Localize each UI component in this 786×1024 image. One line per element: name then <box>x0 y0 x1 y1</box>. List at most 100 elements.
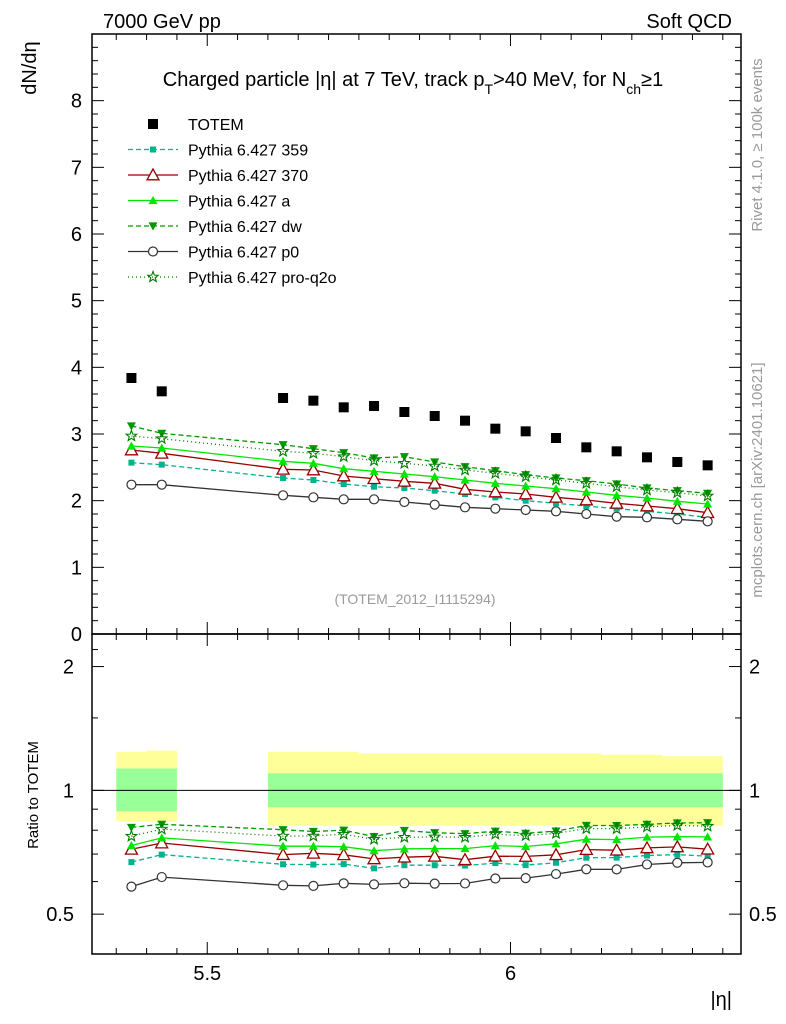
ratio-0-point <box>128 859 135 866</box>
series-2-point <box>399 469 409 478</box>
series-4-point <box>429 499 440 510</box>
legend-marker-2 <box>148 196 158 205</box>
ratio-2-point <box>642 832 652 841</box>
ratio-4-point <box>308 880 319 891</box>
side-text-mcplots: mcplots.cern.ch [arXiv:2401.10621] <box>749 362 766 597</box>
series-0-point <box>401 485 408 491</box>
series-2-point <box>157 443 167 452</box>
ratio-5-point <box>579 821 594 835</box>
ratio-0-point <box>371 865 378 872</box>
series-3-point <box>521 471 531 480</box>
series-2-point <box>581 487 591 496</box>
y-tick-label-main: 7 <box>71 157 82 179</box>
ratio-4-point <box>126 881 137 892</box>
ratio-0-point <box>553 859 560 866</box>
series-4-point <box>672 514 683 525</box>
series-2-point <box>551 484 561 493</box>
series-0-point <box>280 475 287 481</box>
series-0-point <box>371 483 378 490</box>
totem-point <box>672 457 683 467</box>
totem-point <box>429 411 440 421</box>
ratio-1-point <box>518 849 533 862</box>
ratio-5-point <box>124 829 139 842</box>
ratio-0-point <box>462 862 469 869</box>
series-1-point <box>457 481 473 495</box>
series-3-point <box>612 480 622 489</box>
ratio-5-point <box>488 827 503 840</box>
ratio-5-point <box>336 827 351 840</box>
ratio-1-point <box>579 842 594 856</box>
series-3-point <box>703 489 713 498</box>
ratio-4-point <box>156 871 167 883</box>
ratio-2-point <box>460 844 470 853</box>
legend: TOTEM Pythia 6.427 359 Pythia 6.427 370 Pyt… <box>128 117 337 287</box>
series-5-point <box>700 488 715 502</box>
plot-title-sub-t: T <box>485 81 494 97</box>
totem-point <box>278 393 289 403</box>
ratio-4-point <box>368 879 380 890</box>
ratio-1-point <box>306 845 321 859</box>
legend-marker-0 <box>150 146 156 153</box>
series-5-point <box>397 456 412 470</box>
ratio-panel-series <box>124 818 715 892</box>
series-3-point <box>490 467 500 476</box>
ratio-3-point <box>369 832 379 842</box>
ratio-3-point <box>126 823 136 832</box>
ratio-1-point <box>427 848 442 862</box>
series-2-point <box>460 475 470 484</box>
series-5-point <box>276 444 290 458</box>
totem-point <box>126 373 137 383</box>
totem-point <box>641 452 652 463</box>
y-tick-label-main: 3 <box>71 424 82 446</box>
totem-point <box>156 386 167 397</box>
legend-marker-3 <box>148 222 158 231</box>
series-3-point <box>126 422 136 431</box>
series-2-point <box>672 496 682 505</box>
series-1-point <box>154 445 169 459</box>
ratio-4-point <box>611 864 622 875</box>
ratio-4-point <box>520 872 531 884</box>
ratio-2-point <box>430 844 440 853</box>
y-tick-label-ratio-right: 2 <box>749 657 760 679</box>
series-0-point <box>583 503 590 509</box>
totem-point <box>581 442 592 453</box>
series-4-point <box>520 504 531 516</box>
ratio-0-point <box>643 852 650 859</box>
main-panel-series <box>124 373 715 527</box>
series-1-point <box>397 473 412 487</box>
ratio-1-point <box>457 852 473 866</box>
ratio-1-point <box>366 851 382 865</box>
totem-point <box>611 446 622 457</box>
legend-marker-1 <box>145 167 161 181</box>
series-5-point <box>549 472 563 486</box>
series-4-point <box>641 512 653 523</box>
header-left: 7000 GeV pp <box>103 11 221 33</box>
series-3-point <box>430 458 440 467</box>
ratio-3-point <box>581 821 591 830</box>
series-2-point <box>521 481 531 490</box>
ratio-2-point <box>521 841 531 851</box>
ratio-3-point <box>612 821 622 831</box>
series-5-point <box>670 485 685 499</box>
series-5-point <box>640 482 654 496</box>
ratio-5-point <box>640 819 654 833</box>
ratio-1-point <box>275 847 291 861</box>
series-5-point <box>306 446 321 460</box>
series-2-point <box>126 441 136 450</box>
legend-label-5: Pythia 6.427 pro-q2o <box>188 270 337 287</box>
ratio-2-point <box>126 840 136 850</box>
series-5-point <box>458 462 472 476</box>
totem-point <box>369 401 380 411</box>
stat-band-0 <box>116 768 177 812</box>
analysis-tag: (TOTEM_2012_I1115294) <box>334 591 495 607</box>
series-3-point <box>642 484 652 493</box>
ratio-5-point <box>670 818 685 832</box>
plot-title: Charged particle |η| at 7 TeV, track pT>… <box>163 69 663 97</box>
ratio-3-point <box>521 829 531 838</box>
series-1-point <box>670 501 685 515</box>
ratio-3-point <box>430 829 440 838</box>
ratio-0-point <box>522 862 529 869</box>
series-2-point <box>278 456 288 465</box>
series-4-point <box>277 490 289 501</box>
ratio-1-point <box>700 841 715 855</box>
